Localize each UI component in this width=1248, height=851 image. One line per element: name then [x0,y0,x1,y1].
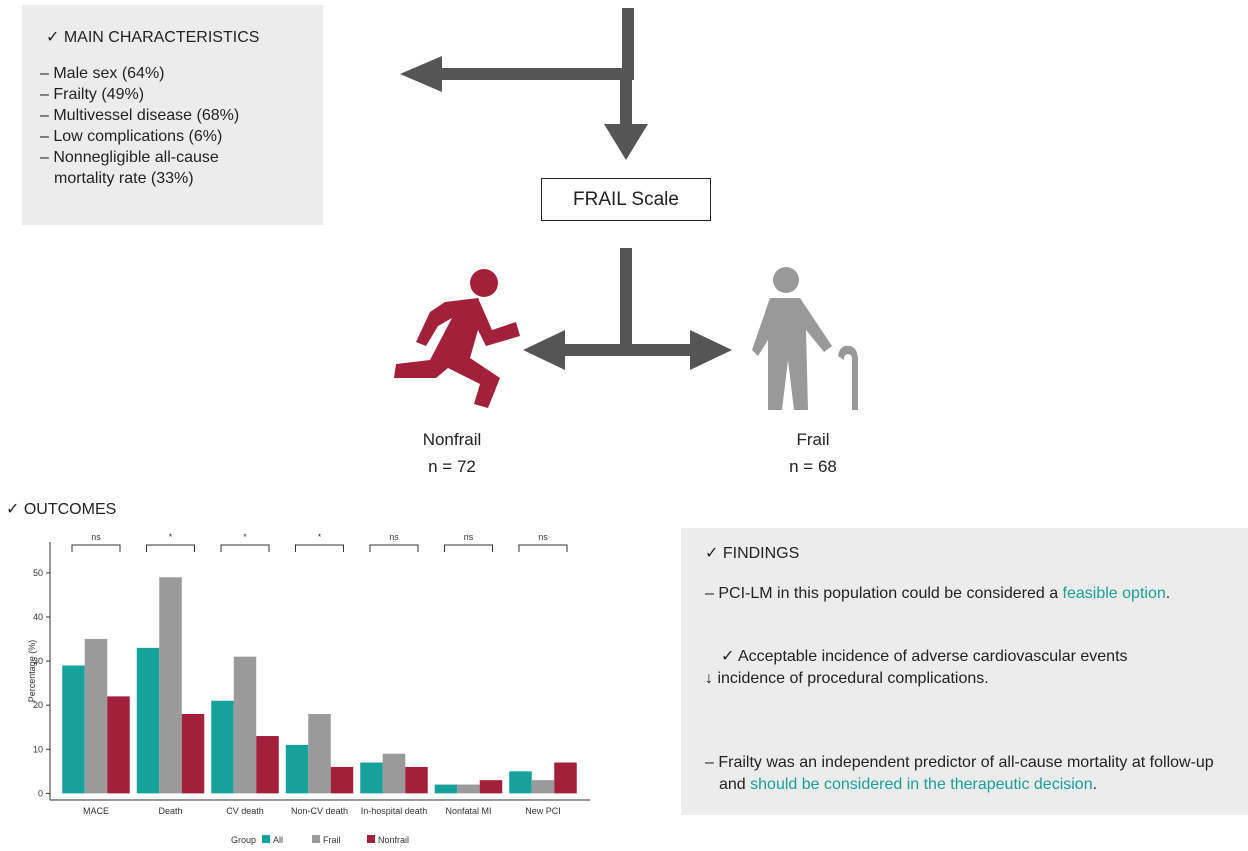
y-tick-label: 0 [38,788,43,798]
finding-highlight: should be considered in the therapeutic … [750,776,1093,793]
bar [256,736,279,794]
significance-bracket [71,544,121,552]
characteristic: – Nonnegligible all-cause mortality rate… [40,149,219,187]
x-tick-label: CV death [226,806,264,816]
runner-icon [394,269,520,408]
significance-bracket [444,544,493,552]
bar [457,784,480,794]
finding-sub: ✓ Acceptable incidence of adverse cardio… [721,648,1128,665]
characteristic: – Multivessel disease (68%) [40,107,240,124]
findings-box: ✓ FINDINGS – PCI-LM in this population c… [681,528,1248,815]
legend-label: Nonfrail [378,835,409,845]
significance-label: ns [91,532,101,542]
elderly-icon [752,267,858,410]
bar [434,784,458,794]
frail-scale-box: FRAIL Scale [541,178,711,221]
outcomes-title: ✓ OUTCOMES [6,501,117,518]
significance-label: * [318,532,322,542]
findings-title: ✓ FINDINGS [705,545,800,562]
legend-title: Group [231,835,256,845]
frail-scale-label: FRAIL Scale [573,188,679,210]
bar [554,762,577,794]
bar [360,762,383,794]
group-label: Nonfrail [422,430,482,449]
finding-sub: ↓ incidence of procedural complications. [705,670,989,687]
finding-text: – PCI-LM in this population could be con… [705,585,1063,602]
y-tick-label: 10 [33,744,43,754]
significance-label: ns [538,532,548,542]
group-label: Frail [796,430,830,449]
bar [211,700,234,794]
characteristics-list: – Male sex (64%) – Frailty (49%) – Multive… [40,63,280,189]
y-axis-label: Percentage (%) [27,640,37,703]
significance-label: ns [464,532,474,542]
bar [479,780,503,794]
significance-bracket [146,544,195,552]
y-tick-label: 50 [33,568,43,578]
bar [308,714,331,794]
significance-label: ns [389,532,399,542]
y-tick-label: 40 [33,612,43,622]
x-tick-label: Nonfatal MI [445,806,491,816]
bar [382,753,406,794]
characteristic: – Male sex (64%) [40,65,165,82]
x-tick-label: In-hospital death [361,806,428,816]
arrows [400,8,732,370]
finding-text: . [1165,585,1171,602]
legend-swatch [367,835,375,843]
bar [233,656,257,794]
finding: – Frailty was an independent predictor o… [705,752,1229,796]
characteristic: – Low complications (6%) [40,128,223,145]
bar [181,714,205,794]
bar [62,665,85,794]
y-tick-label: 30 [33,656,43,666]
bar [159,577,182,794]
finding-text: – Frailty was an independent predictor o… [705,754,1214,793]
characteristics-box: ✓ MAIN CHARACTERISTICS – Male sex (64%) –… [22,5,323,225]
finding: – PCI-LM in this population could be con… [705,583,1229,605]
legend-label: Frail [323,835,341,845]
significance-label: * [169,532,173,542]
x-tick-label: Non-CV death [291,806,348,816]
significance-bracket [295,544,344,552]
significance-bracket [518,544,568,552]
bar [107,696,130,794]
characteristics-title: ✓ MAIN CHARACTERISTICS [46,29,260,46]
bar [509,771,532,794]
bar [531,780,555,794]
significance-bracket [220,544,270,552]
legend-swatch [312,835,320,843]
legend-swatch [262,835,270,843]
legend-label: All [273,835,283,845]
x-tick-label: MACE [83,806,109,816]
x-tick-label: Death [158,806,182,816]
bar [405,766,428,794]
bar [136,647,160,794]
bar [285,744,309,794]
finding-text: . [1092,776,1098,793]
significance-bracket [369,544,419,552]
y-tick-label: 20 [33,700,43,710]
finding-highlight: feasible option [1062,585,1166,602]
group-n: n = 68 [789,457,837,476]
bar [330,766,354,794]
significance-label: * [243,532,247,542]
characteristic: – Frailty (49%) [40,86,145,103]
x-tick-label: New PCI [525,806,561,816]
bar [84,639,108,794]
group-n: n = 72 [428,457,476,476]
